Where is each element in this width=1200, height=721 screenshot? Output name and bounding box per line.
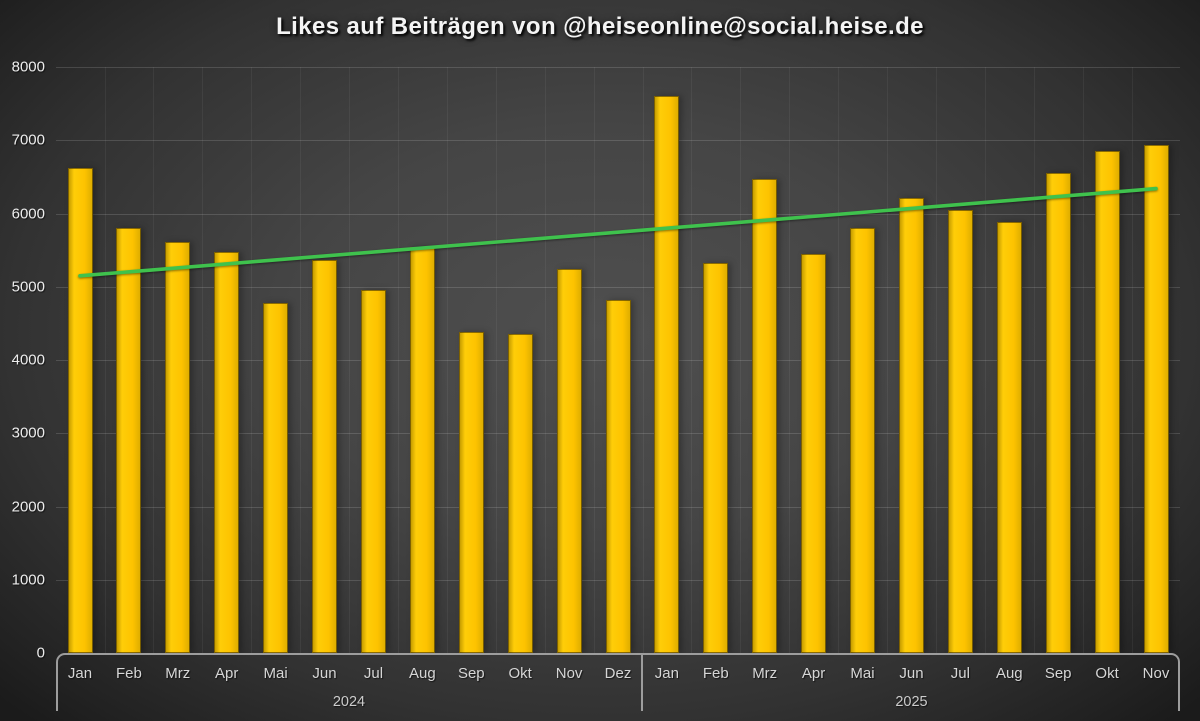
y-tick-label-0: 0	[36, 644, 45, 662]
column-separator	[593, 67, 595, 653]
bar-Mrz-2024	[165, 242, 191, 653]
column-separator	[1082, 67, 1084, 653]
column-separator	[984, 67, 986, 653]
y-gridline-6000	[56, 213, 1180, 215]
bar-Jun-2024	[312, 260, 337, 653]
x-tick-label-Feb-2025: Feb	[702, 665, 729, 682]
y-tick-label-2000: 2000	[11, 498, 45, 515]
y-tick-label-7000: 7000	[11, 131, 45, 149]
x-tick-label-Feb-2024: Feb	[115, 665, 142, 682]
column-separator	[251, 67, 253, 653]
x-tick-label-Mrz-2024: Mrz	[165, 665, 191, 682]
x-tick-label-Mrz-2025: Mrz	[752, 665, 778, 682]
column-separator	[935, 67, 937, 653]
column-separator	[789, 67, 791, 653]
bar-Nov-2024	[556, 269, 582, 653]
y-gridline-7000	[56, 140, 1180, 142]
x-tick-label-Sep-2025: Sep	[1044, 665, 1072, 682]
bar-Okt-2024	[507, 334, 533, 653]
bar-Okt-2025	[1094, 151, 1120, 653]
y-tick-label-1000: 1000	[11, 571, 45, 589]
bar-Apr-2024	[214, 252, 240, 653]
bar-Mai-2025	[850, 228, 875, 653]
column-separator	[495, 67, 497, 653]
bar-Sep-2025	[1045, 172, 1071, 653]
column-separator	[300, 67, 302, 653]
x-tick-label-Mai-2024: Mai	[263, 665, 288, 682]
column-separator	[740, 67, 742, 653]
y-tick-label-6000: 6000	[11, 205, 45, 222]
y-tick-label-4000: 4000	[11, 351, 45, 369]
x-tick-label-Apr-2025: Apr	[801, 665, 826, 682]
y-tick-label-8000: 8000	[11, 58, 45, 76]
x-tick-label-Sep-2024: Sep	[457, 665, 485, 682]
column-separator	[887, 67, 888, 653]
x-tick-label-Jul-2025: Jul	[950, 665, 970, 682]
bar-Mai-2024	[263, 302, 289, 653]
year-label-2024: 2024	[332, 694, 366, 710]
bar-Jan-2024	[67, 168, 93, 653]
x-tick-label-Apr-2024: Apr	[215, 665, 239, 682]
y-gridline-8000	[56, 67, 1180, 68]
column-separator	[446, 67, 448, 653]
column-separator	[349, 67, 350, 653]
y-tick-label-3000: 3000	[11, 424, 45, 442]
column-separator	[642, 67, 644, 653]
column-separator	[153, 67, 155, 653]
bar-Dez-2024	[605, 299, 631, 653]
x-tick-label-Aug-2024: Aug	[409, 665, 436, 682]
year-label-2025: 2025	[895, 694, 928, 710]
column-separator	[397, 67, 399, 653]
bar-Sep-2024	[458, 332, 484, 653]
column-separator	[1033, 67, 1035, 653]
x-tick-label-Jan-2025: Jan	[654, 665, 679, 682]
column-separator	[544, 67, 546, 653]
x-tick-label-Nov-2024: Nov	[555, 665, 583, 682]
bar-Apr-2025	[801, 253, 827, 653]
x-tick-label-Jun-2025: Jun	[899, 665, 924, 682]
bar-Feb-2024	[116, 228, 142, 653]
x-tick-label-Okt-2025: Okt	[1095, 665, 1119, 682]
bar-Jul-2024	[361, 289, 386, 653]
y-tick-label-5000: 5000	[11, 278, 45, 296]
bar-Feb-2025	[703, 263, 729, 653]
bar-Jun-2025	[899, 198, 924, 653]
column-separator	[838, 67, 840, 653]
column-separator	[104, 67, 106, 653]
column-separator	[1131, 67, 1133, 653]
bar-Aug-2024	[409, 246, 435, 653]
x-tick-label-Jun-2024: Jun	[312, 665, 337, 682]
chart-title: Likes auf Beiträgen von @heiseonline@soc…	[276, 13, 924, 40]
year-group-2025	[642, 653, 1180, 711]
x-tick-label-Okt-2024: Okt	[508, 665, 532, 682]
bar-Mrz-2025	[752, 179, 778, 653]
y-gridline-5000	[56, 286, 1180, 288]
x-tick-label-Nov-2025: Nov	[1142, 665, 1170, 682]
column-separator	[202, 67, 204, 653]
bar-Nov-2025	[1143, 144, 1169, 653]
bar-Jul-2025	[947, 209, 973, 653]
x-tick-label-Aug-2025: Aug	[995, 665, 1023, 682]
bar-Aug-2025	[996, 222, 1022, 653]
x-tick-label-Dez-2024: Dez	[604, 665, 632, 682]
bar-Jan-2025	[654, 95, 680, 653]
x-tick-label-Mai-2025: Mai	[850, 665, 875, 682]
x-tick-label-Jan-2024: Jan	[67, 665, 93, 682]
x-tick-label-Jul-2024: Jul	[363, 665, 384, 682]
year-group-2024	[56, 653, 643, 711]
column-separator	[691, 67, 693, 653]
